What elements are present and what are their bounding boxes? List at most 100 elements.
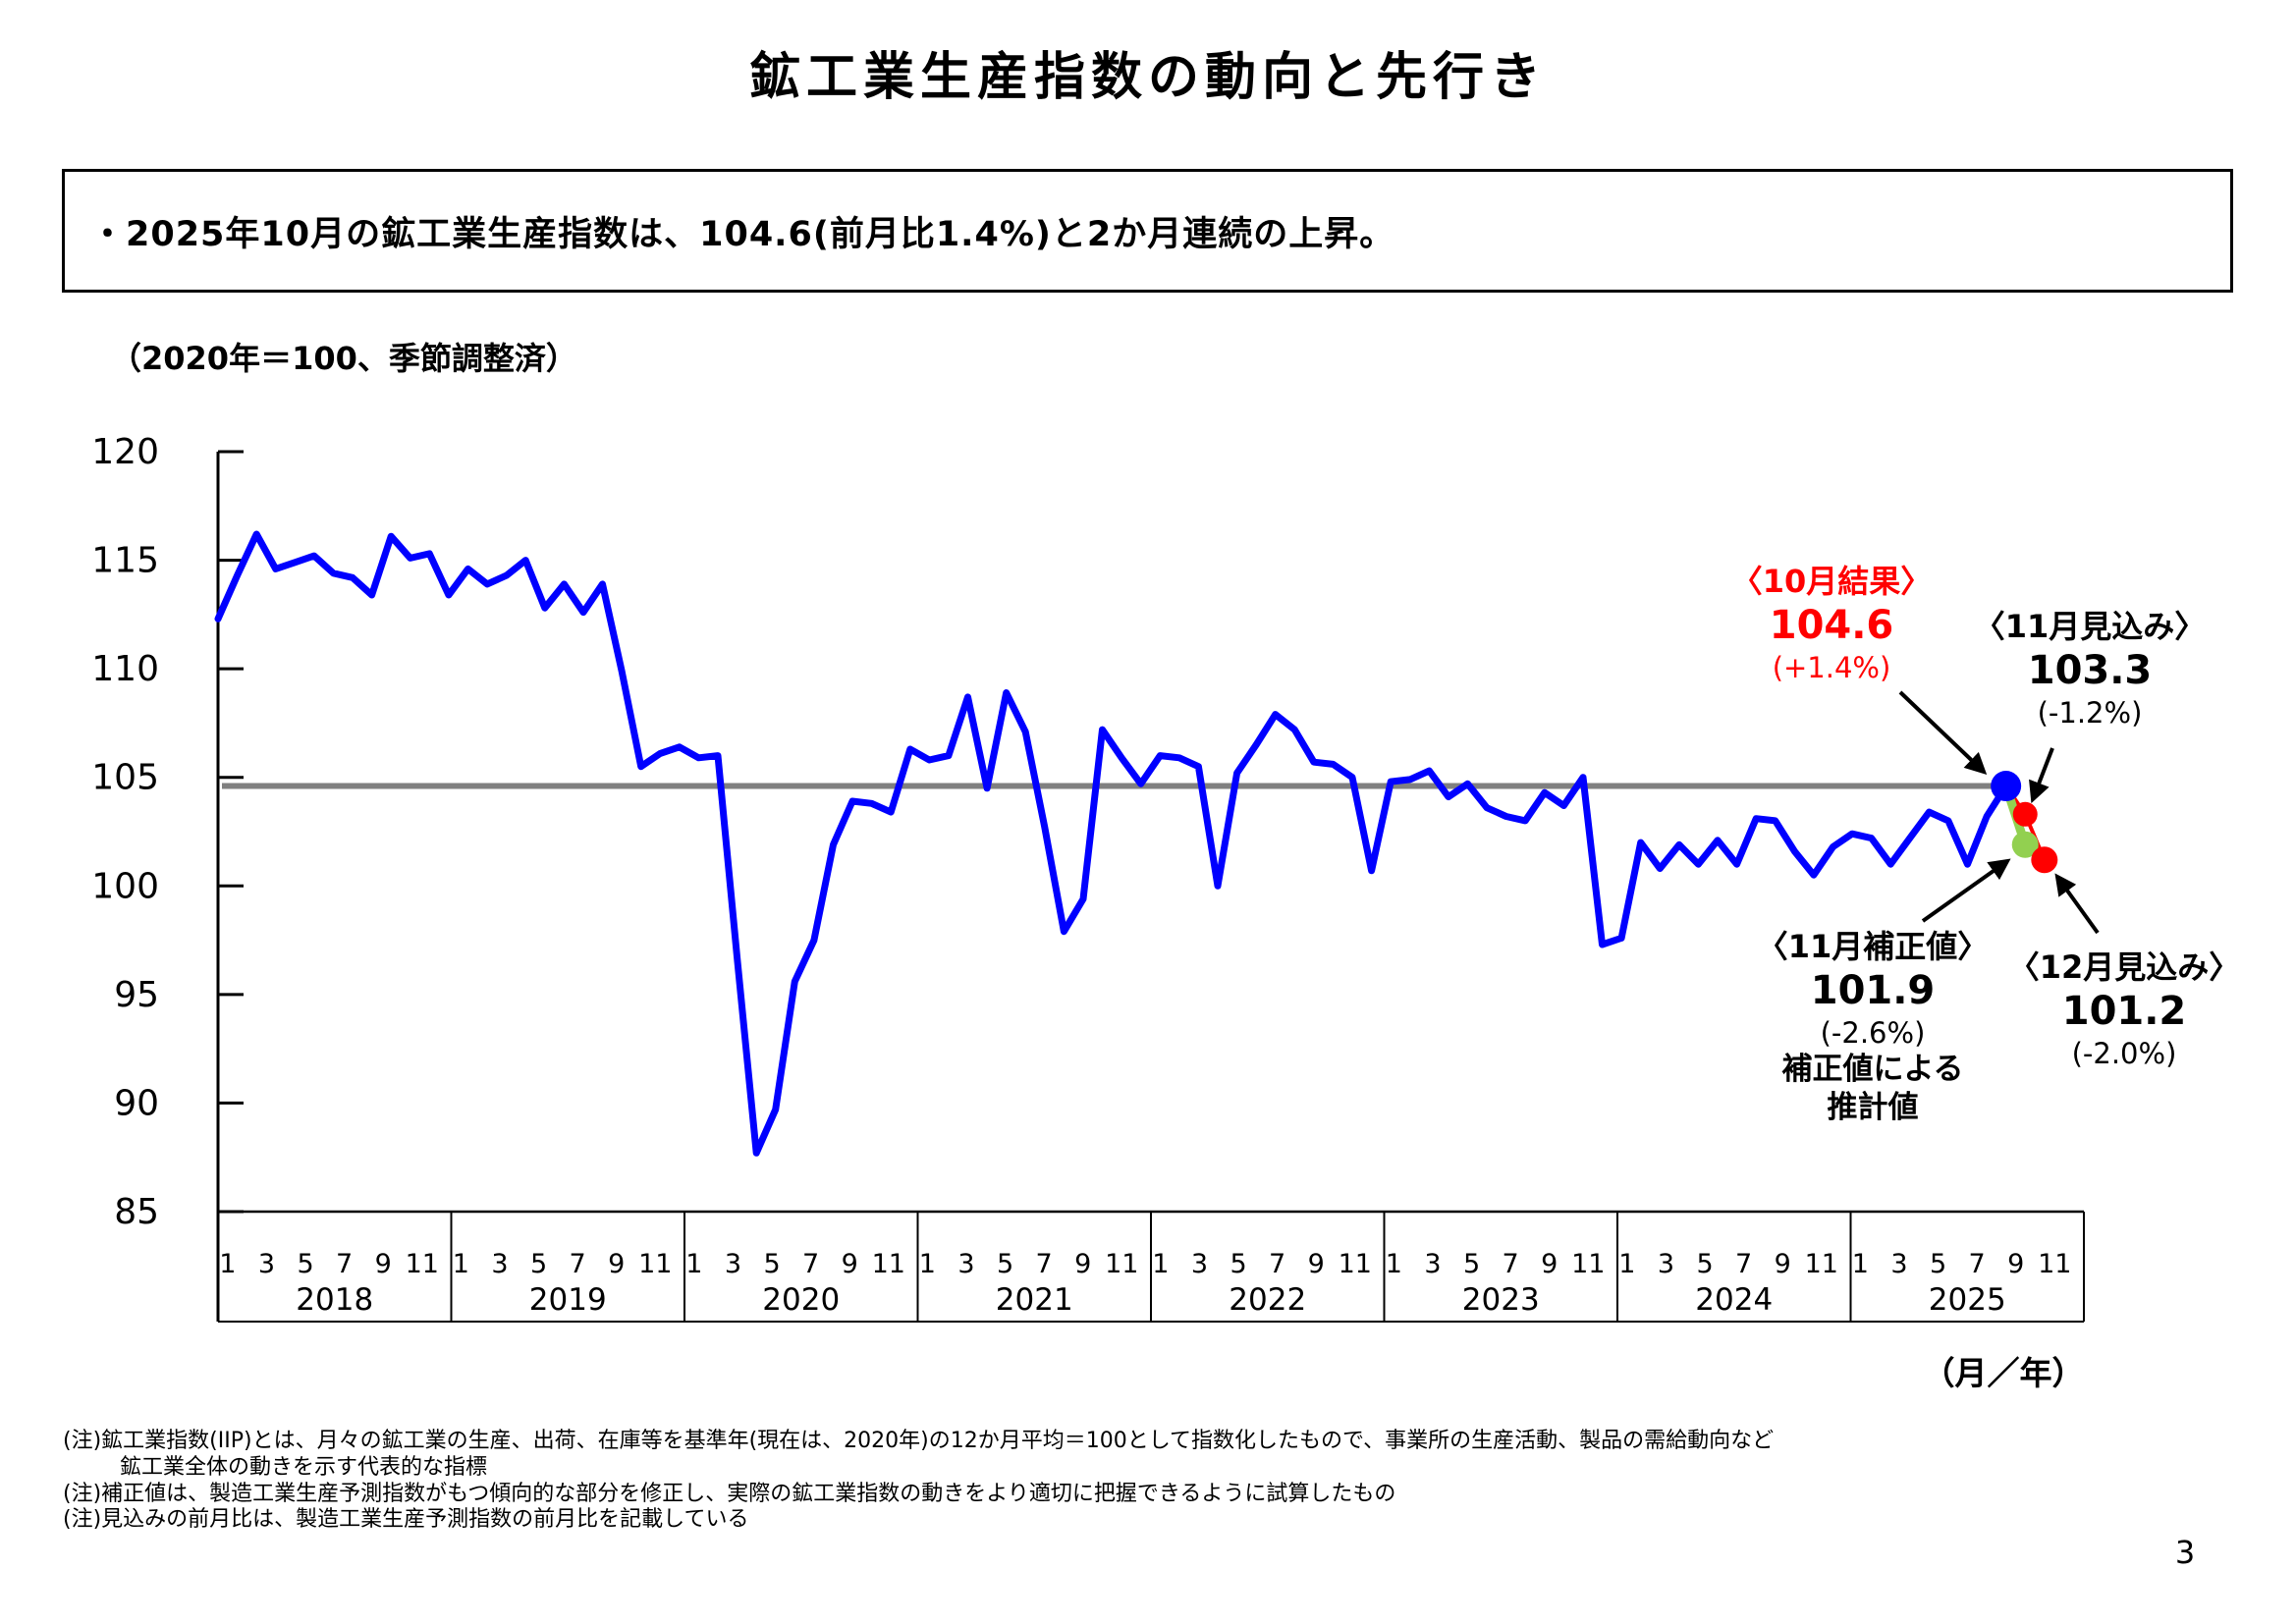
month-tick-label: 3 bbox=[491, 1249, 508, 1279]
dot-dec-forecast bbox=[2031, 846, 2058, 874]
month-tick-label: 3 bbox=[957, 1249, 974, 1279]
month-tick-label: 9 bbox=[608, 1249, 625, 1279]
month-tick-label: 9 bbox=[2007, 1249, 2024, 1279]
month-tick-label: 5 bbox=[1696, 1249, 1713, 1279]
month-tick-label: 11 bbox=[2038, 1249, 2071, 1279]
month-tick-label: 7 bbox=[336, 1249, 353, 1279]
month-tick-label: 3 bbox=[258, 1249, 275, 1279]
summary-box: ・2025年10月の鉱工業生産指数は、104.6(前月比1.4%)と2か月連続の… bbox=[62, 169, 2233, 293]
month-tick-label: 9 bbox=[842, 1249, 858, 1279]
month-tick-label: 5 bbox=[1230, 1249, 1246, 1279]
month-tick-label: 9 bbox=[1074, 1249, 1091, 1279]
month-tick-label: 5 bbox=[997, 1249, 1013, 1279]
month-tick-label: 1 bbox=[453, 1249, 469, 1279]
month-tick-label: 1 bbox=[919, 1249, 936, 1279]
dot-oct-result bbox=[1991, 771, 2022, 802]
month-tick-label: 11 bbox=[1571, 1249, 1605, 1279]
month-tick-label: 1 bbox=[219, 1249, 236, 1279]
annotation-dec-forecast-value: 101.2 bbox=[2061, 989, 2187, 1034]
annotation-nov-forecast: 〈11月見込み〉 103.3 (-1.2%) bbox=[1933, 607, 2247, 731]
month-tick-label: 11 bbox=[1805, 1249, 1838, 1279]
month-tick-label: 3 bbox=[1890, 1249, 1907, 1279]
year-label: 2022 bbox=[1229, 1282, 1306, 1318]
month-tick-label: 11 bbox=[872, 1249, 905, 1279]
annotation-nov-forecast-value: 103.3 bbox=[2027, 648, 2153, 693]
annotation-dec-forecast: 〈12月見込み〉 101.2 (-2.0%) bbox=[1967, 947, 2281, 1071]
annotation-oct-result: 〈10月結果〉 104.6 (+1.4%) bbox=[1681, 562, 1982, 685]
annotation-nov-forecast-label: 〈11月見込み〉 bbox=[1973, 608, 2207, 645]
month-tick-label: 7 bbox=[1269, 1249, 1285, 1279]
year-label: 2021 bbox=[996, 1282, 1073, 1318]
month-tick-label: 3 bbox=[1658, 1249, 1674, 1279]
annotation-nov-corrected-pct: (-2.6%) bbox=[1820, 1016, 1926, 1050]
month-tick-label: 5 bbox=[1930, 1249, 1946, 1279]
month-tick-label: 1 bbox=[685, 1249, 702, 1279]
month-tick-label: 11 bbox=[638, 1249, 672, 1279]
month-tick-label: 7 bbox=[570, 1249, 586, 1279]
dot-nov-forecast bbox=[2012, 801, 2038, 827]
arrow-dec-forecast bbox=[2054, 873, 2100, 935]
y-axis-tick-label: 115 bbox=[91, 541, 159, 581]
annotation-nov-corrected-note2: 推計値 bbox=[1827, 1090, 1919, 1125]
chart-unit-note: （2020年＝100、季節調整済） bbox=[110, 340, 577, 377]
month-tick-label: 3 bbox=[725, 1249, 741, 1279]
month-tick-label: 9 bbox=[1308, 1249, 1325, 1279]
year-label: 2023 bbox=[1462, 1282, 1540, 1318]
annotation-oct-value: 104.6 bbox=[1769, 603, 1894, 648]
month-tick-label: 1 bbox=[1852, 1249, 1869, 1279]
month-tick-label: 1 bbox=[1618, 1249, 1635, 1279]
footnote-line: 鉱工業全体の動きを示す代表的な指標 bbox=[120, 1454, 488, 1480]
page-number: 3 bbox=[2174, 1534, 2196, 1571]
y-axis-tick-label: 90 bbox=[114, 1083, 159, 1123]
year-label: 2019 bbox=[529, 1282, 607, 1318]
month-tick-label: 7 bbox=[1735, 1249, 1752, 1279]
y-axis-tick-label: 95 bbox=[114, 975, 159, 1015]
month-tick-label: 7 bbox=[1969, 1249, 1986, 1279]
y-axis-tick-label: 85 bbox=[114, 1192, 159, 1232]
annotation-nov-corrected-value: 101.9 bbox=[1810, 968, 1936, 1013]
annotation-nov-corrected: 〈11月補正値〉 101.9 (-2.6%) 補正値による 推計値 bbox=[1716, 927, 2030, 1127]
month-tick-label: 1 bbox=[1152, 1249, 1169, 1279]
month-tick-label: 5 bbox=[530, 1249, 547, 1279]
y-axis-tick-label: 100 bbox=[91, 866, 159, 906]
month-tick-label: 3 bbox=[1191, 1249, 1208, 1279]
annotation-nov-forecast-pct: (-1.2%) bbox=[2037, 696, 2143, 730]
arrow-nov-corrected bbox=[1921, 858, 2011, 923]
month-tick-label: 7 bbox=[1503, 1249, 1519, 1279]
month-tick-label: 11 bbox=[406, 1249, 439, 1279]
footnote-line: (注)補正値は、製造工業生産予測指数がもつ傾向的な部分を修正し、実際の鉱工業指数… bbox=[63, 1481, 1396, 1506]
month-tick-label: 9 bbox=[1775, 1249, 1791, 1279]
annotation-oct-pct: (+1.4%) bbox=[1772, 651, 1891, 684]
annotation-nov-corrected-note1: 補正値による bbox=[1781, 1052, 1964, 1088]
arrow-nov-forecast bbox=[2029, 747, 2054, 804]
production-index-line bbox=[214, 530, 2010, 1157]
year-label: 2018 bbox=[296, 1282, 373, 1318]
summary-text: ・2025年10月の鉱工業生産指数は、104.6(前月比1.4%)と2か月連続の… bbox=[90, 214, 1395, 254]
annotation-dec-forecast-label: 〈12月見込み〉 bbox=[2007, 948, 2241, 986]
month-tick-label: 7 bbox=[1036, 1249, 1053, 1279]
footnote-line: (注)鉱工業指数(IIP)とは、月々の鉱工業の生産、出荷、在庫等を基準年(現在は… bbox=[63, 1429, 1775, 1453]
footnote-line: (注)見込みの前月比は、製造工業生産予測指数の前月比を記載している bbox=[63, 1507, 749, 1533]
month-tick-label: 5 bbox=[763, 1249, 780, 1279]
arrow-oct-result bbox=[1898, 690, 1988, 776]
month-tick-label: 9 bbox=[1541, 1249, 1558, 1279]
year-label: 2024 bbox=[1695, 1282, 1773, 1318]
annotation-oct-label: 〈10月結果〉 bbox=[1730, 563, 1933, 600]
month-tick-label: 5 bbox=[297, 1249, 313, 1279]
y-axis-tick-label: 105 bbox=[91, 758, 159, 798]
x-axis-unit-label: （月／年） bbox=[1922, 1354, 2085, 1392]
dot-nov-corrected bbox=[2011, 831, 2039, 858]
month-tick-label: 1 bbox=[1386, 1249, 1402, 1279]
annotation-nov-corrected-label: 〈11月補正値〉 bbox=[1756, 928, 1990, 965]
month-tick-label: 11 bbox=[1339, 1249, 1372, 1279]
month-tick-label: 3 bbox=[1424, 1249, 1441, 1279]
footnotes: (注)鉱工業指数(IIP)とは、月々の鉱工業の生産、出荷、在庫等を基準年(現在は… bbox=[63, 1429, 1774, 1534]
month-tick-label: 11 bbox=[1105, 1249, 1138, 1279]
page-title: 鉱工業生産指数の動向と先行き bbox=[748, 48, 1547, 107]
annotation-dec-forecast-pct: (-2.0%) bbox=[2071, 1037, 2177, 1070]
month-tick-label: 9 bbox=[375, 1249, 392, 1279]
year-label: 2025 bbox=[1929, 1282, 2006, 1318]
year-label: 2020 bbox=[762, 1282, 840, 1318]
